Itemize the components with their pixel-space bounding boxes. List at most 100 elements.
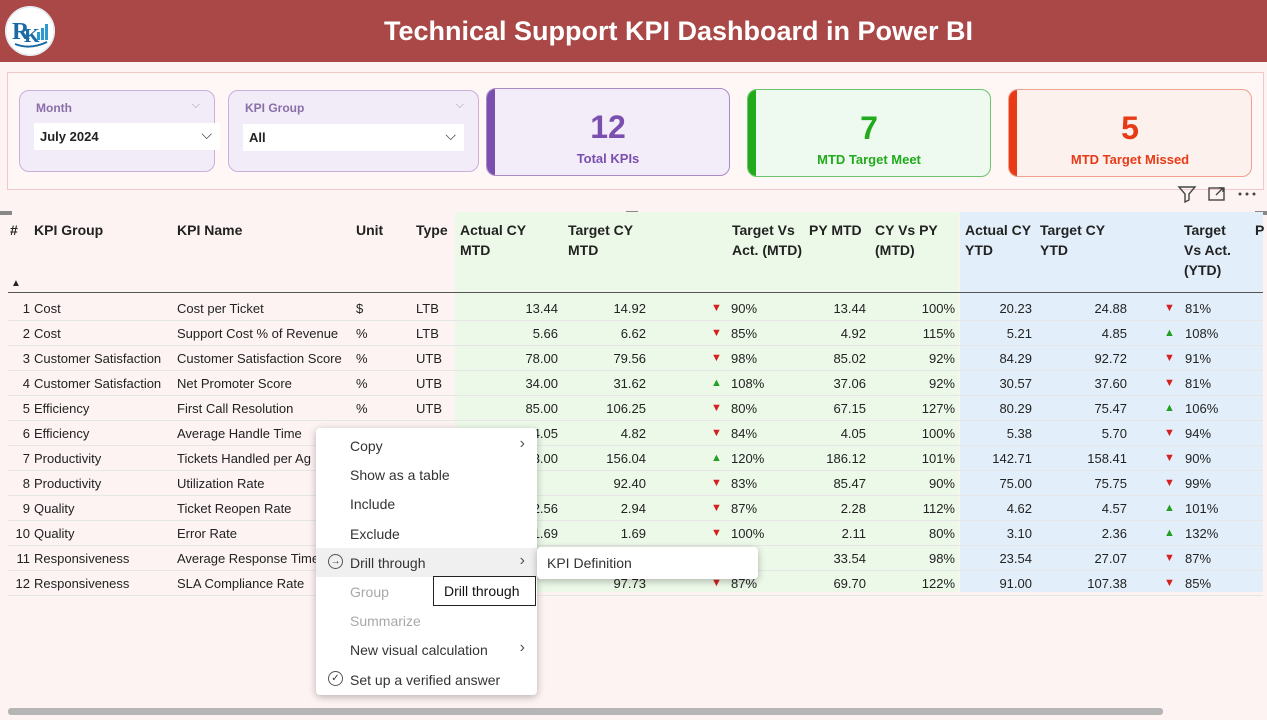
col-header-target-cy-mtd[interactable]: Target CY MTD [568, 222, 633, 258]
col-header-target-vs-act-mtd[interactable]: Target Vs Act. (MTD) [732, 222, 802, 258]
cell-target-vs-act-mtd: 98% [731, 351, 758, 366]
month-slicer[interactable]: Month ⌵ July 2024 ⌵ [19, 90, 220, 172]
triangle-up-ytd-trend-icon: ▲ [1164, 527, 1175, 539]
cell-target-cy-ytd: 24.88 [1094, 301, 1127, 316]
table-row[interactable]: 1 Cost Cost per Ticket $ LTB 13.44 14.92 90% 13.… [0, 296, 1267, 321]
context-menu[interactable]: Copy › Show as a table Include Exclude → Drill… [316, 428, 537, 695]
kpi-group-dropdown[interactable]: All ⌵ [243, 124, 464, 151]
col-header-truncated[interactable]: P [1255, 222, 1265, 238]
month-dropdown[interactable]: July 2024 ⌵ [34, 123, 220, 150]
cell-actual-cy-ytd: 20.23 [999, 301, 1032, 316]
cell-target-vs-act-ytd: 90% [1185, 451, 1212, 466]
chevron-down-icon[interactable]: ⌵ [201, 126, 212, 142]
cell-kpi-group: Responsiveness [34, 576, 130, 591]
menu-item-drill-through[interactable]: → Drill through › [316, 547, 537, 577]
col-header-kpi-group[interactable]: KPI Group [34, 222, 104, 238]
horizontal-scrollbar[interactable] [8, 708, 1163, 715]
cell-target-vs-act-ytd: 94% [1185, 426, 1212, 441]
cell-actual-cy-ytd: 80.29 [999, 401, 1032, 416]
drill-through-submenu[interactable]: KPI Definition [537, 547, 758, 579]
menu-item-show-as-a-table[interactable]: Show as a table [316, 460, 537, 489]
submenu-item-kpi-definition[interactable]: KPI Definition [547, 555, 632, 571]
table-row[interactable]: 12 Responsiveness SLA Compliance Rate 97.73… [0, 571, 1267, 596]
table-row[interactable]: 2 Cost Support Cost % of Revenue% LTB 5.66 6.… [0, 321, 1267, 346]
triangle-down-mtd-trend-icon: ▼ [711, 527, 722, 539]
col-header-py-mtd[interactable]: PY MTD [809, 222, 862, 238]
table-row[interactable]: 8 Productivity Utilization Rate 92.40 83% 85.… [0, 471, 1267, 496]
cell-target-cy-ytd: 92.72 [1094, 351, 1127, 366]
cell-kpi-name: Cost per Ticket [177, 301, 264, 316]
triangle-up-ytd-trend-icon: ▲ [1164, 327, 1175, 339]
card-accent-bar [1009, 90, 1017, 176]
menu-item-exclude[interactable]: Exclude [316, 519, 537, 548]
menu-item-new-visual-calculation[interactable]: New visual calculation › [316, 635, 537, 664]
focus-mode-icon[interactable] [1207, 185, 1227, 208]
cell-target-vs-act-mtd: 87% [731, 501, 758, 516]
chevron-down-icon[interactable]: ⌵ [455, 99, 464, 111]
cell-index: 4 [22, 376, 30, 391]
col-header-index[interactable]: # [10, 222, 18, 238]
cell-kpi-name: Net Promoter Score [177, 376, 292, 391]
table-row[interactable]: 9 Quality Ticket Reopen Rate 2.56 2.94 87% 2.2… [0, 496, 1267, 521]
kpi-group-value: All [249, 130, 266, 145]
cell-index: 7 [22, 451, 30, 466]
triangle-down-mtd-trend-icon: ▼ [711, 302, 722, 314]
cell-kpi-group: Quality [34, 526, 75, 541]
cell-target-cy-mtd: 97.73 [613, 576, 646, 591]
mtd-target-meet-label: MTD Target Meet [817, 152, 921, 167]
table-row[interactable]: 7 Productivity Tickets Handled per Ag 3.00 1… [0, 446, 1267, 471]
cell-target-vs-act-mtd: 80% [731, 401, 758, 416]
resize-handle[interactable] [0, 211, 12, 215]
row-divider [8, 595, 1263, 596]
cell-target-vs-act-ytd: 106% [1185, 401, 1219, 416]
cell-kpi-name: Customer Satisfaction Score [177, 351, 342, 366]
cell-actual-cy-ytd: 30.57 [999, 376, 1032, 391]
cell-index: 2 [22, 326, 30, 341]
cell-actual-cy-ytd: 91.00 [999, 576, 1032, 591]
col-header-actual-cy-mtd[interactable]: Actual CY MTD [460, 222, 526, 258]
cell-unit: % [356, 326, 368, 341]
col-header-target-vs-act-ytd[interactable]: Target Vs Act. (YTD) [1184, 222, 1231, 278]
menu-item-copy[interactable]: Copy › [316, 431, 537, 460]
row-divider [8, 420, 1263, 421]
col-header-target-cy-ytd[interactable]: Target CY YTD [1040, 222, 1105, 258]
table-row[interactable]: 5 Efficiency First Call Resolution% UTB 85.0… [0, 396, 1267, 421]
more-options-icon[interactable] [1237, 185, 1257, 208]
cell-kpi-group: Customer Satisfaction [34, 351, 162, 366]
cell-cy-vs-py-mtd: 101% [921, 451, 955, 466]
triangle-down-ytd-trend-icon: ▼ [1164, 577, 1175, 589]
cell-target-cy-ytd: 75.75 [1094, 476, 1127, 491]
col-header-cy-vs-py-mtd[interactable]: CY Vs PY (MTD) [875, 222, 938, 258]
cell-cy-vs-py-mtd: 115% [922, 326, 955, 341]
sort-ascending-icon[interactable]: ▲ [11, 278, 21, 289]
cell-actual-cy-mtd: 2.56 [532, 501, 558, 516]
cell-kpi-group: Productivity [34, 451, 102, 466]
cell-actual-cy-mtd: 13.44 [525, 301, 558, 316]
menu-item-set-up-a-verified-answer[interactable]: ✓ Set up a verified answer [316, 665, 537, 694]
drill-through-icon: → [328, 553, 343, 569]
menu-item-label: Drill through [350, 554, 426, 571]
cell-actual-cy-mtd: 4.05 [532, 426, 558, 441]
col-header-kpi-name[interactable]: KPI Name [177, 222, 243, 238]
cell-cy-vs-py-mtd: 98% [928, 551, 955, 566]
kpi-group-slicer[interactable]: KPI Group ⌵ All ⌵ [228, 90, 479, 172]
cell-target-vs-act-ytd: 132% [1185, 526, 1219, 541]
menu-item-include[interactable]: Include [316, 489, 537, 518]
table-row[interactable]: 3 Customer Satisfaction Customer Satisfact… [0, 346, 1267, 371]
month-slicer-title: Month [36, 101, 72, 115]
col-header-type[interactable]: Type [416, 222, 448, 238]
chevron-down-icon[interactable]: ⌵ [445, 127, 456, 143]
col-header-actual-cy-ytd[interactable]: Actual CY YTD [965, 222, 1031, 258]
total-kpis-card: 12 Total KPIs [486, 88, 730, 176]
filter-icon[interactable] [1177, 185, 1197, 208]
table-row[interactable]: 4 Customer Satisfaction Net Promoter Score… [0, 371, 1267, 396]
table-row[interactable]: 10 Quality Error Rate 1.69 1.69 100% 2.11 80% 3.… [0, 521, 1267, 546]
col-header-unit[interactable]: Unit [356, 222, 384, 238]
menu-item-summarize: Summarize [316, 606, 537, 635]
cell-cy-vs-py-mtd: 100% [921, 301, 955, 316]
kpi-table[interactable]: # ▲ KPI Group KPI Name Unit Type Actual … [0, 212, 1267, 712]
chevron-down-icon[interactable]: ⌵ [191, 99, 200, 111]
cell-actual-cy-ytd: 23.54 [999, 551, 1032, 566]
triangle-down-mtd-trend-icon: ▼ [711, 577, 722, 589]
